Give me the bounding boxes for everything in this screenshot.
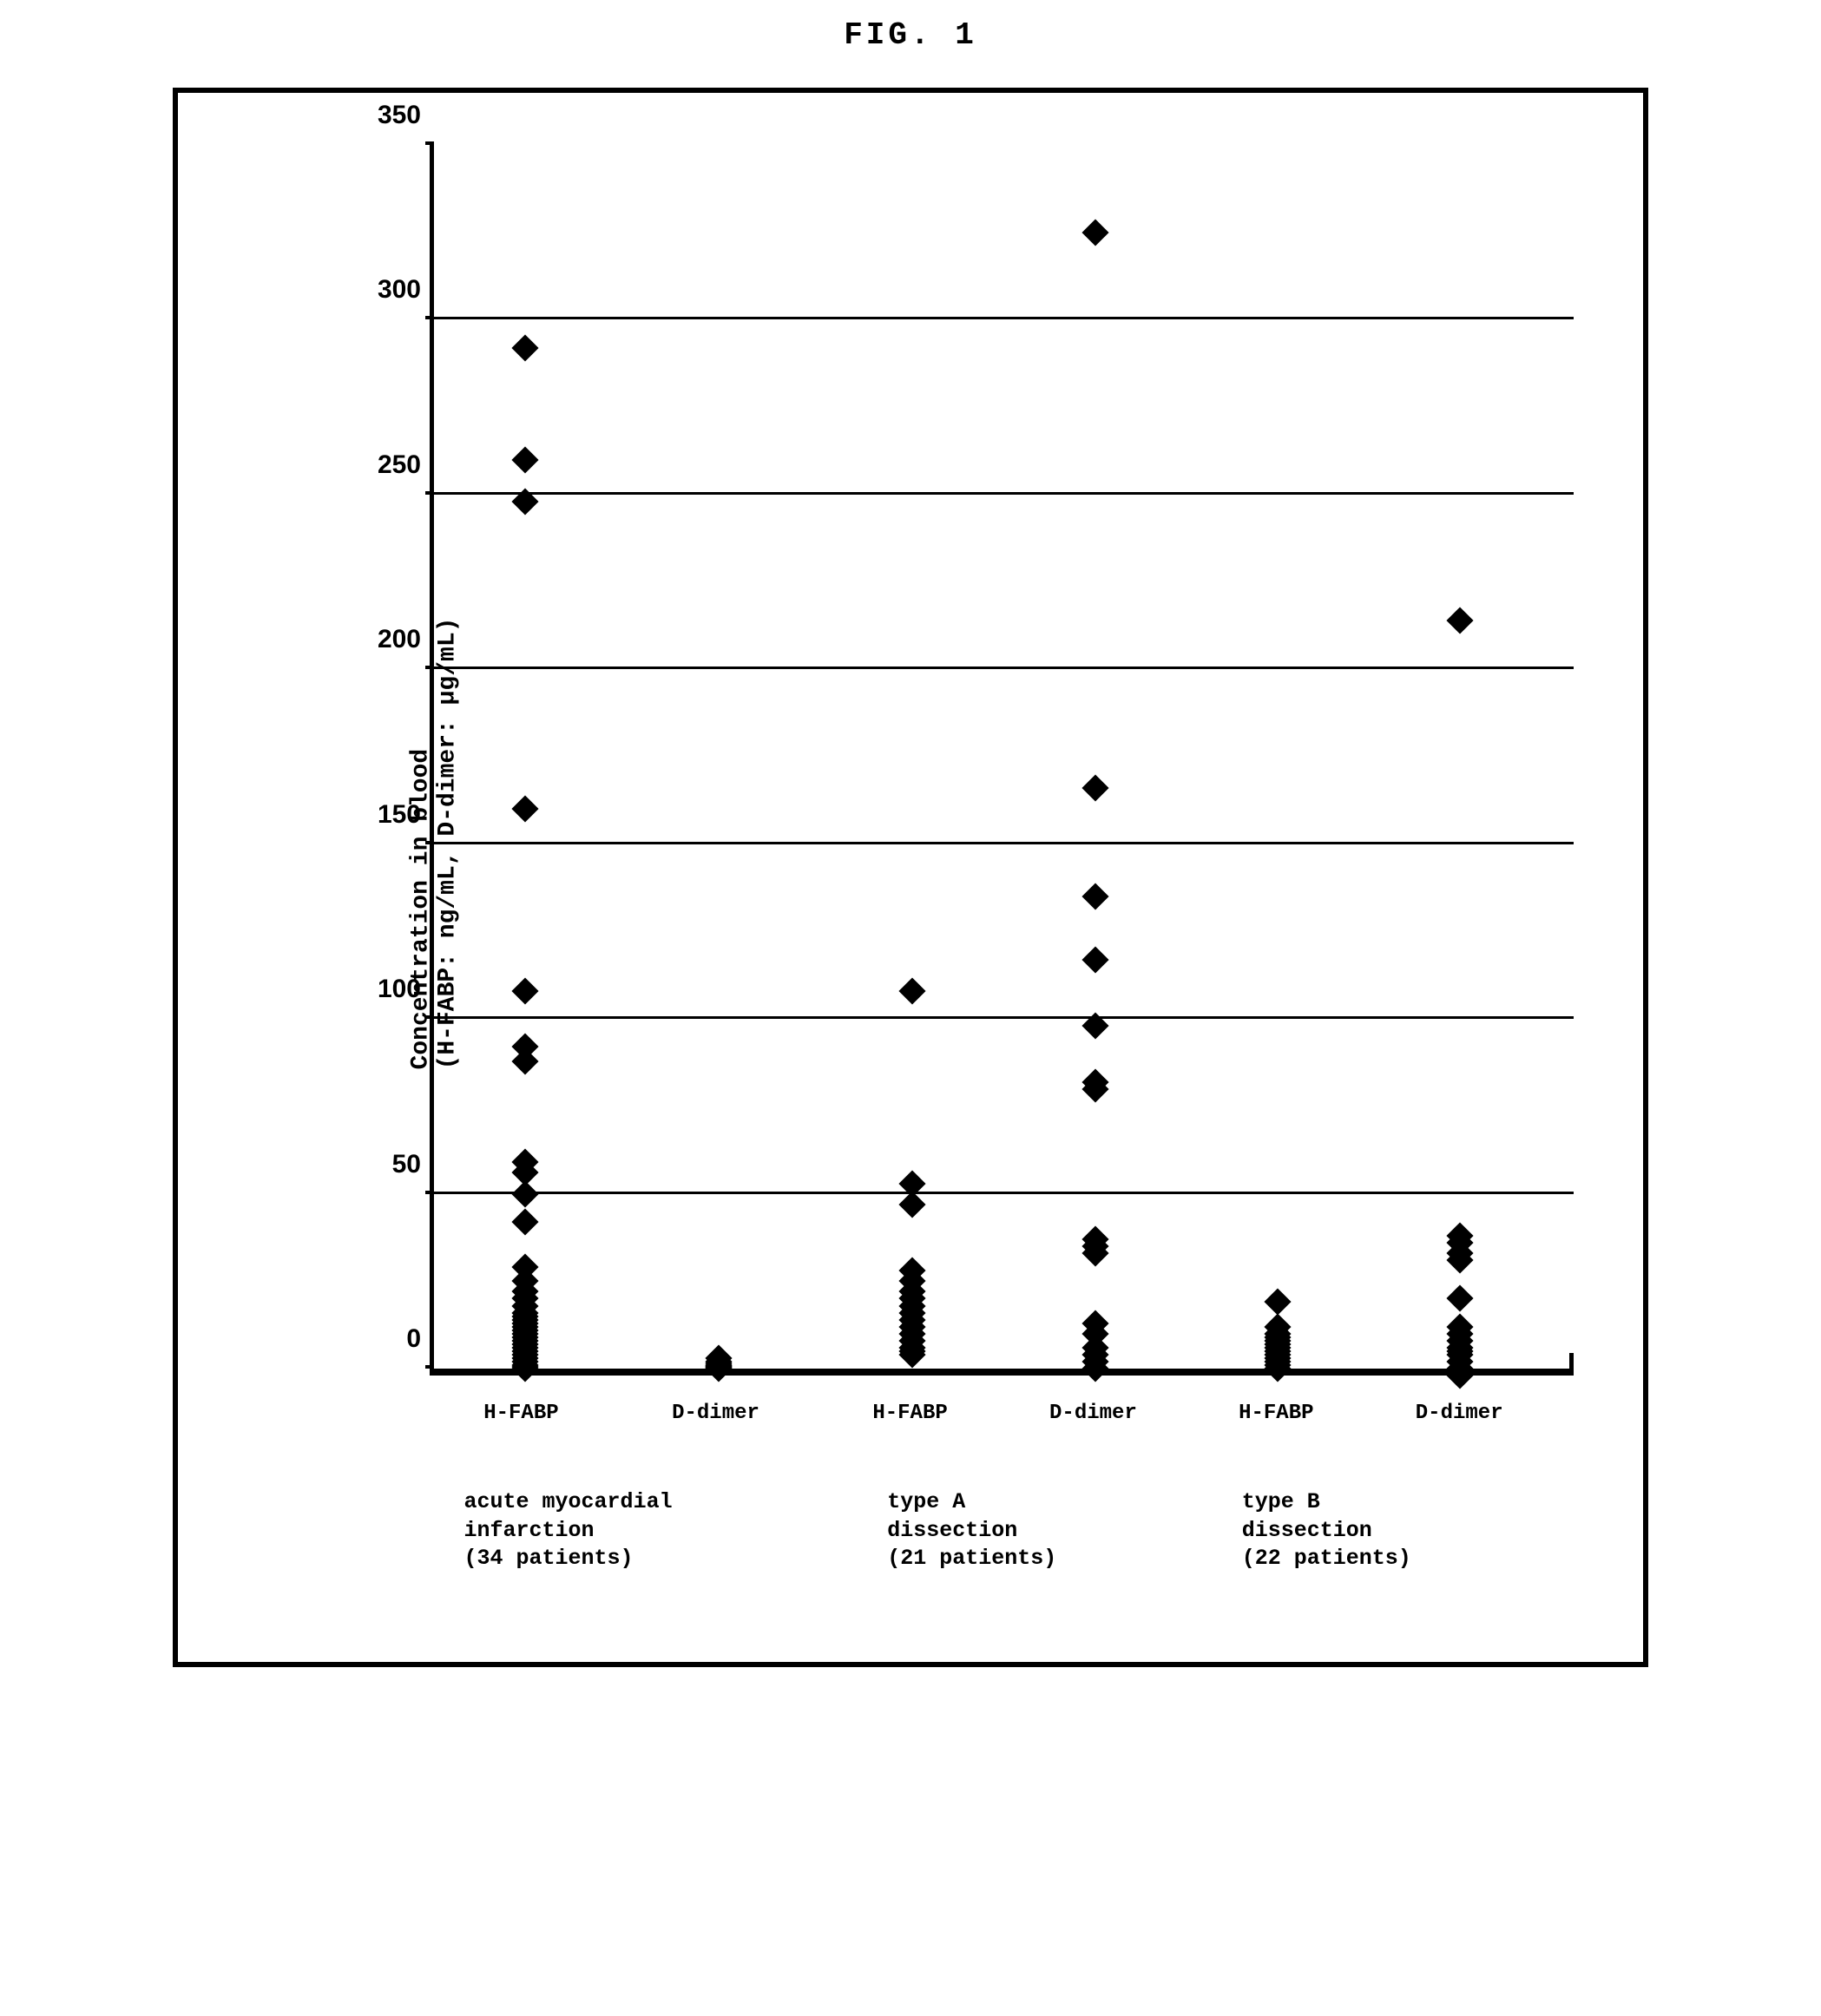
data-marker — [1081, 946, 1108, 973]
data-marker — [1081, 883, 1108, 910]
y-tick-label: 50 — [392, 1150, 421, 1179]
y-tick-mark — [425, 1015, 434, 1019]
group-label: type Bdissection(22 patients) — [1242, 1488, 1411, 1573]
group-label: acute myocardialinfarction(34 patients) — [464, 1488, 673, 1573]
data-marker — [511, 446, 538, 473]
data-marker — [899, 977, 926, 1004]
y-tick-label: 0 — [406, 1324, 421, 1354]
gridline — [434, 1016, 1574, 1019]
data-marker — [511, 977, 538, 1004]
y-tick-mark — [425, 316, 434, 319]
data-marker — [1446, 1285, 1473, 1312]
chart-container: Concentration in blood (H-FABP: ng/mL, D… — [213, 128, 1608, 1619]
group-labels: acute myocardialinfarction(34 patients) t… — [430, 1488, 1574, 1645]
x-category-label: H-FABP — [483, 1402, 558, 1425]
data-marker — [511, 1208, 538, 1235]
y-tick-mark — [425, 141, 434, 145]
y-tick-mark — [425, 666, 434, 669]
y-tick-label: 250 — [378, 450, 421, 480]
gridline — [434, 492, 1574, 495]
y-tick-label: 200 — [378, 625, 421, 654]
y-tick-label: 300 — [378, 275, 421, 305]
y-tick-label: 150 — [378, 800, 421, 830]
data-marker — [511, 1180, 538, 1207]
x-category-label: H-FABP — [872, 1402, 947, 1425]
x-category-label: H-FABP — [1239, 1402, 1313, 1425]
data-marker — [1081, 219, 1108, 246]
figure-title: FIG. 1 — [844, 17, 977, 53]
y-tick-mark — [425, 841, 434, 844]
y-tick-mark — [425, 491, 434, 495]
data-marker — [511, 796, 538, 823]
data-marker — [1446, 607, 1473, 634]
y-tick-mark — [425, 1191, 434, 1194]
y-tick-label: 350 — [378, 101, 421, 130]
gridline — [434, 842, 1574, 844]
gridline — [434, 317, 1574, 319]
x-labels-row: H-FABP D-dimer H-FABP D-dimer H-FABP D-dimer — [430, 1402, 1574, 1445]
chart-border: Concentration in blood (H-FABP: ng/mL, D… — [173, 88, 1648, 1667]
data-marker — [511, 334, 538, 361]
group-label: type Adissection(21 patients) — [887, 1488, 1056, 1573]
x-category-label: D-dimer — [1049, 1402, 1137, 1425]
right-axis-tick — [1569, 1353, 1574, 1370]
gridline — [434, 1192, 1574, 1194]
x-category-label: D-dimer — [672, 1402, 759, 1425]
data-marker — [1081, 775, 1108, 802]
data-marker — [899, 1191, 926, 1218]
data-marker — [1264, 1289, 1291, 1316]
y-tick-label: 100 — [378, 975, 421, 1004]
x-category-label: D-dimer — [1416, 1402, 1503, 1425]
plot-inner: 050100150200250300350 — [430, 145, 1574, 1376]
gridline — [434, 667, 1574, 669]
plot-area: 050100150200250300350 — [430, 145, 1574, 1376]
y-tick-mark — [425, 1365, 434, 1369]
